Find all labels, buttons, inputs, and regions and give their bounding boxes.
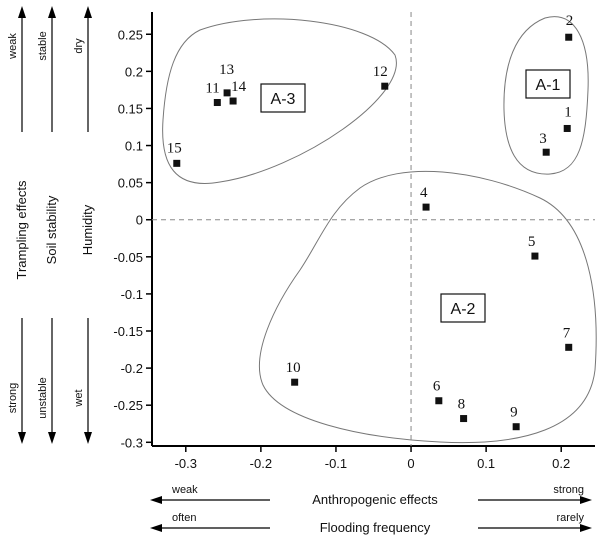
- data-point-label-7: 7: [563, 325, 571, 341]
- data-point-label-13: 13: [219, 62, 234, 78]
- y-tick-label: 0.25: [118, 27, 143, 42]
- y-tick-label: -0.2: [121, 361, 143, 376]
- soil-stability-bottom-label: unstable: [37, 377, 49, 419]
- trampling-effects-up-arrowhead: [18, 6, 26, 18]
- x-tick-label: -0.1: [325, 456, 347, 471]
- data-point-2: [565, 33, 573, 41]
- data-point-label-15: 15: [167, 140, 182, 156]
- data-point-label-3: 3: [539, 131, 547, 147]
- anthropogenic-effects-left-label: weak: [171, 484, 198, 496]
- humidity-up-arrowhead: [84, 6, 92, 18]
- x-tick-label: 0.2: [552, 456, 570, 471]
- data-point-1: [563, 124, 571, 132]
- data-point-label-4: 4: [420, 185, 428, 201]
- trampling-effects-down-arrowhead: [18, 432, 26, 444]
- group-box-a-1: [525, 69, 571, 99]
- group-label-a-3: A-3: [271, 91, 296, 108]
- data-point-label-8: 8: [458, 397, 466, 413]
- x-axis-annotations: weak strong Anthropogenic effects often rare…: [150, 484, 592, 535]
- group-envelope-a-3: [162, 18, 397, 184]
- data-point-10: [291, 378, 299, 386]
- data-point-label-6: 6: [433, 379, 441, 395]
- data-point-9: [512, 423, 520, 431]
- group-label-a-1: A-1: [536, 77, 561, 94]
- group-envelope-a-1: [503, 16, 589, 175]
- y-tick-label: 0.05: [118, 176, 143, 191]
- x-tick-label: -0.3: [175, 456, 197, 471]
- data-point-label-10: 10: [286, 360, 301, 376]
- y-tick-label: -0.15: [113, 324, 143, 339]
- group-box-a-3: [260, 83, 306, 113]
- humidity-down-arrowhead: [84, 432, 92, 444]
- trampling-effects-axis-name: Trampling effects: [14, 180, 29, 279]
- y-tick-label: -0.1: [121, 287, 143, 302]
- data-point-label-1: 1: [564, 104, 572, 120]
- reference-lines: [152, 12, 595, 446]
- data-point-label-9: 9: [510, 405, 518, 421]
- data-point-15: [173, 159, 181, 167]
- data-point-label-2: 2: [566, 13, 574, 29]
- humidity-bottom-label: wet: [73, 389, 85, 407]
- data-point-11: [213, 99, 221, 107]
- y-tick-label: 0.2: [125, 64, 143, 79]
- x-tick-label: 0.1: [477, 456, 495, 471]
- flooding-frequency-left-arrowhead: [150, 524, 162, 532]
- humidity-top-label: dry: [73, 38, 85, 54]
- flooding-frequency-axis-name: Flooding frequency: [320, 520, 431, 535]
- data-point-12: [381, 82, 389, 90]
- data-point-label-11: 11: [205, 81, 219, 97]
- trampling-effects-top-label: weak: [7, 33, 19, 60]
- data-point-6: [435, 397, 443, 405]
- y-tick-label: 0.15: [118, 101, 143, 116]
- y-tick-label: -0.3: [121, 435, 143, 450]
- y-tick-label: -0.25: [113, 398, 143, 413]
- soil-stability-axis-name: Soil stability: [44, 195, 59, 264]
- anthropogenic-effects-right-arrowhead: [580, 496, 592, 504]
- y-axis-annotations: weak strong Trampling effects stable unstabl…: [7, 6, 95, 444]
- group-label-a-2: A-2: [451, 301, 476, 318]
- trampling-effects-bottom-label: strong: [7, 383, 19, 414]
- soil-stability-up-arrowhead: [48, 6, 56, 18]
- group-envelopes: [162, 16, 597, 444]
- data-point-label-5: 5: [528, 234, 536, 250]
- data-point-14: [229, 97, 237, 105]
- y-tick-label: 0.1: [125, 139, 143, 154]
- anthropogenic-effects-left-arrowhead: [150, 496, 162, 504]
- axes: 0.250.20.150.10.050-0.05-0.1-0.15-0.2-0.…: [113, 12, 595, 471]
- humidity-axis-name: Humidity: [80, 204, 95, 255]
- data-point-4: [422, 203, 430, 211]
- group-labels: A-1 A-2 A-3: [260, 69, 571, 323]
- soil-stability-down-arrowhead: [48, 432, 56, 444]
- flooding-frequency-left-label: often: [172, 512, 196, 524]
- data-point-7: [565, 343, 573, 351]
- data-point-8: [460, 415, 468, 423]
- soil-stability-top-label: stable: [37, 31, 49, 60]
- group-envelope-a-2: [258, 170, 597, 444]
- data-point-5: [531, 252, 539, 260]
- anthropogenic-effects-right-label: strong: [553, 484, 584, 496]
- group-box-a-2: [440, 293, 486, 323]
- data-point-13: [223, 89, 231, 97]
- flooding-frequency-right-arrowhead: [580, 524, 592, 532]
- y-tick-label: 0: [136, 213, 143, 228]
- x-tick-label: 0: [407, 456, 414, 471]
- x-tick-label: -0.2: [250, 456, 272, 471]
- anthropogenic-effects-axis-name: Anthropogenic effects: [312, 492, 438, 507]
- y-tick-label: -0.05: [113, 250, 143, 265]
- flooding-frequency-right-label: rarely: [556, 512, 584, 524]
- data-point-label-12: 12: [373, 64, 388, 80]
- data-point-label-14: 14: [231, 79, 247, 95]
- data-point-3: [542, 148, 550, 156]
